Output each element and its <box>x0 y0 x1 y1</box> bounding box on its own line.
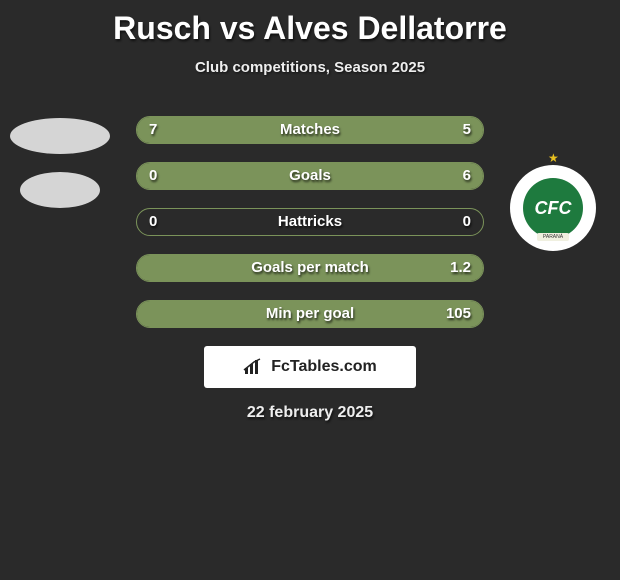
stat-label: Min per goal <box>137 301 483 327</box>
subtitle: Club competitions, Season 2025 <box>0 59 620 76</box>
club-badge-text: CFC <box>535 198 572 219</box>
stat-row: Min per goal105 <box>136 300 484 328</box>
bar-chart-icon <box>243 358 265 376</box>
avatar-placeholder-icon <box>20 172 100 208</box>
stat-label: Goals per match <box>137 255 483 281</box>
stat-label: Matches <box>137 117 483 143</box>
stat-row: 0Goals6 <box>136 162 484 190</box>
stat-value-right: 0 <box>463 209 471 235</box>
stat-row: Goals per match1.2 <box>136 254 484 282</box>
page-title: Rusch vs Alves Dellatorre <box>0 0 620 47</box>
stat-value-right: 5 <box>463 117 471 143</box>
avatar-placeholder-icon <box>10 118 110 154</box>
star-icon: ★ <box>548 151 559 165</box>
stat-row: 0Hattricks0 <box>136 208 484 236</box>
footer-date: 22 february 2025 <box>0 404 620 422</box>
stat-value-right: 6 <box>463 163 471 189</box>
club-badge: ★ CFC PARANÁ <box>510 165 596 251</box>
club-badge-ribbon: PARANÁ <box>537 233 569 241</box>
stat-label: Hattricks <box>137 209 483 235</box>
brand-text: FcTables.com <box>271 358 377 376</box>
player-right-club: ★ CFC PARANÁ <box>510 165 610 265</box>
stat-row: 7Matches5 <box>136 116 484 144</box>
stat-value-right: 105 <box>446 301 471 327</box>
club-badge-inner: CFC <box>523 178 583 238</box>
stats-bars: 7Matches50Goals60Hattricks0Goals per mat… <box>136 116 484 328</box>
player-left-avatar <box>10 110 110 210</box>
brand-badge: FcTables.com <box>204 346 416 388</box>
stat-label: Goals <box>137 163 483 189</box>
stat-value-right: 1.2 <box>450 255 471 281</box>
